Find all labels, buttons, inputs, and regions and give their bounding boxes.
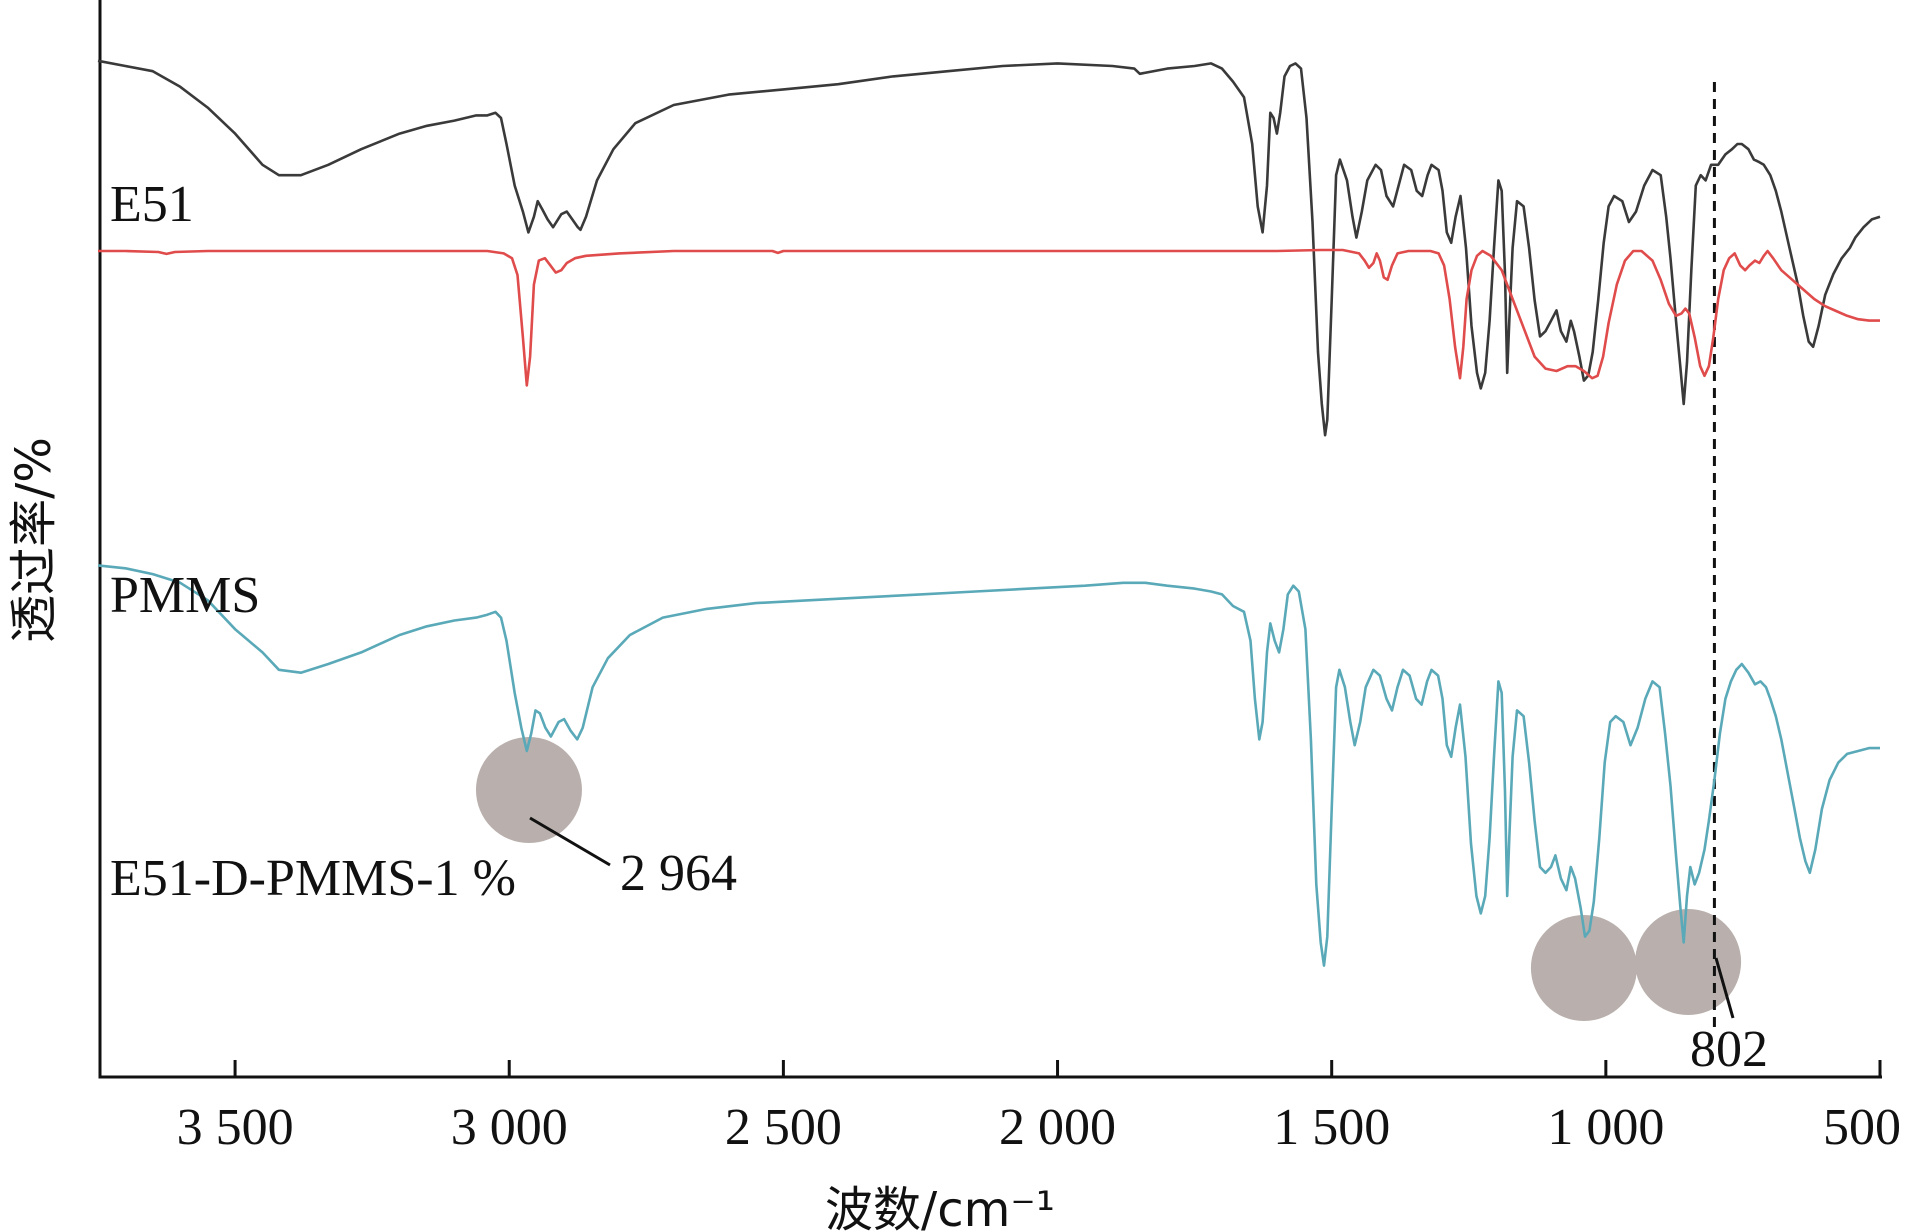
x-tick-label: 2 000	[999, 1099, 1116, 1156]
x-axis-title: 波数/cm⁻¹	[825, 1182, 1055, 1231]
x-tick-label: 1 500	[1273, 1099, 1390, 1156]
x-ticks: 3 500 3 000 2 500 2 000 1 500 1 000 500	[177, 1060, 1901, 1156]
highlight-circle	[1530, 915, 1637, 1021]
x-tick-label: 3 000	[451, 1099, 568, 1156]
series-line-0	[97, 59, 1881, 437]
annotation-802: 802	[1690, 1021, 1768, 1078]
series-group	[97, 59, 1881, 967]
y-axis-title: 透过率/%	[6, 437, 62, 643]
series-label-e51: E51	[110, 176, 194, 233]
x-tick-label: 2 500	[725, 1099, 842, 1156]
highlight-circle	[475, 737, 582, 843]
annotation-leader-2964	[529, 816, 611, 867]
series-line-1	[98, 248, 1880, 387]
series-line-2	[97, 564, 1880, 967]
x-tick-label: 3 500	[177, 1099, 294, 1156]
annotation-leader-802	[1714, 957, 1735, 1019]
series-label-e51-d-pmms: E51-D-PMMS-1 %	[110, 850, 516, 907]
highlight-circle	[1635, 909, 1742, 1015]
x-tick-label: 1 000	[1547, 1099, 1664, 1156]
annotation-2964: 2 964	[620, 845, 737, 902]
x-tick-label: 500	[1823, 1099, 1901, 1156]
series-label-pmms: PMMS	[110, 567, 260, 624]
